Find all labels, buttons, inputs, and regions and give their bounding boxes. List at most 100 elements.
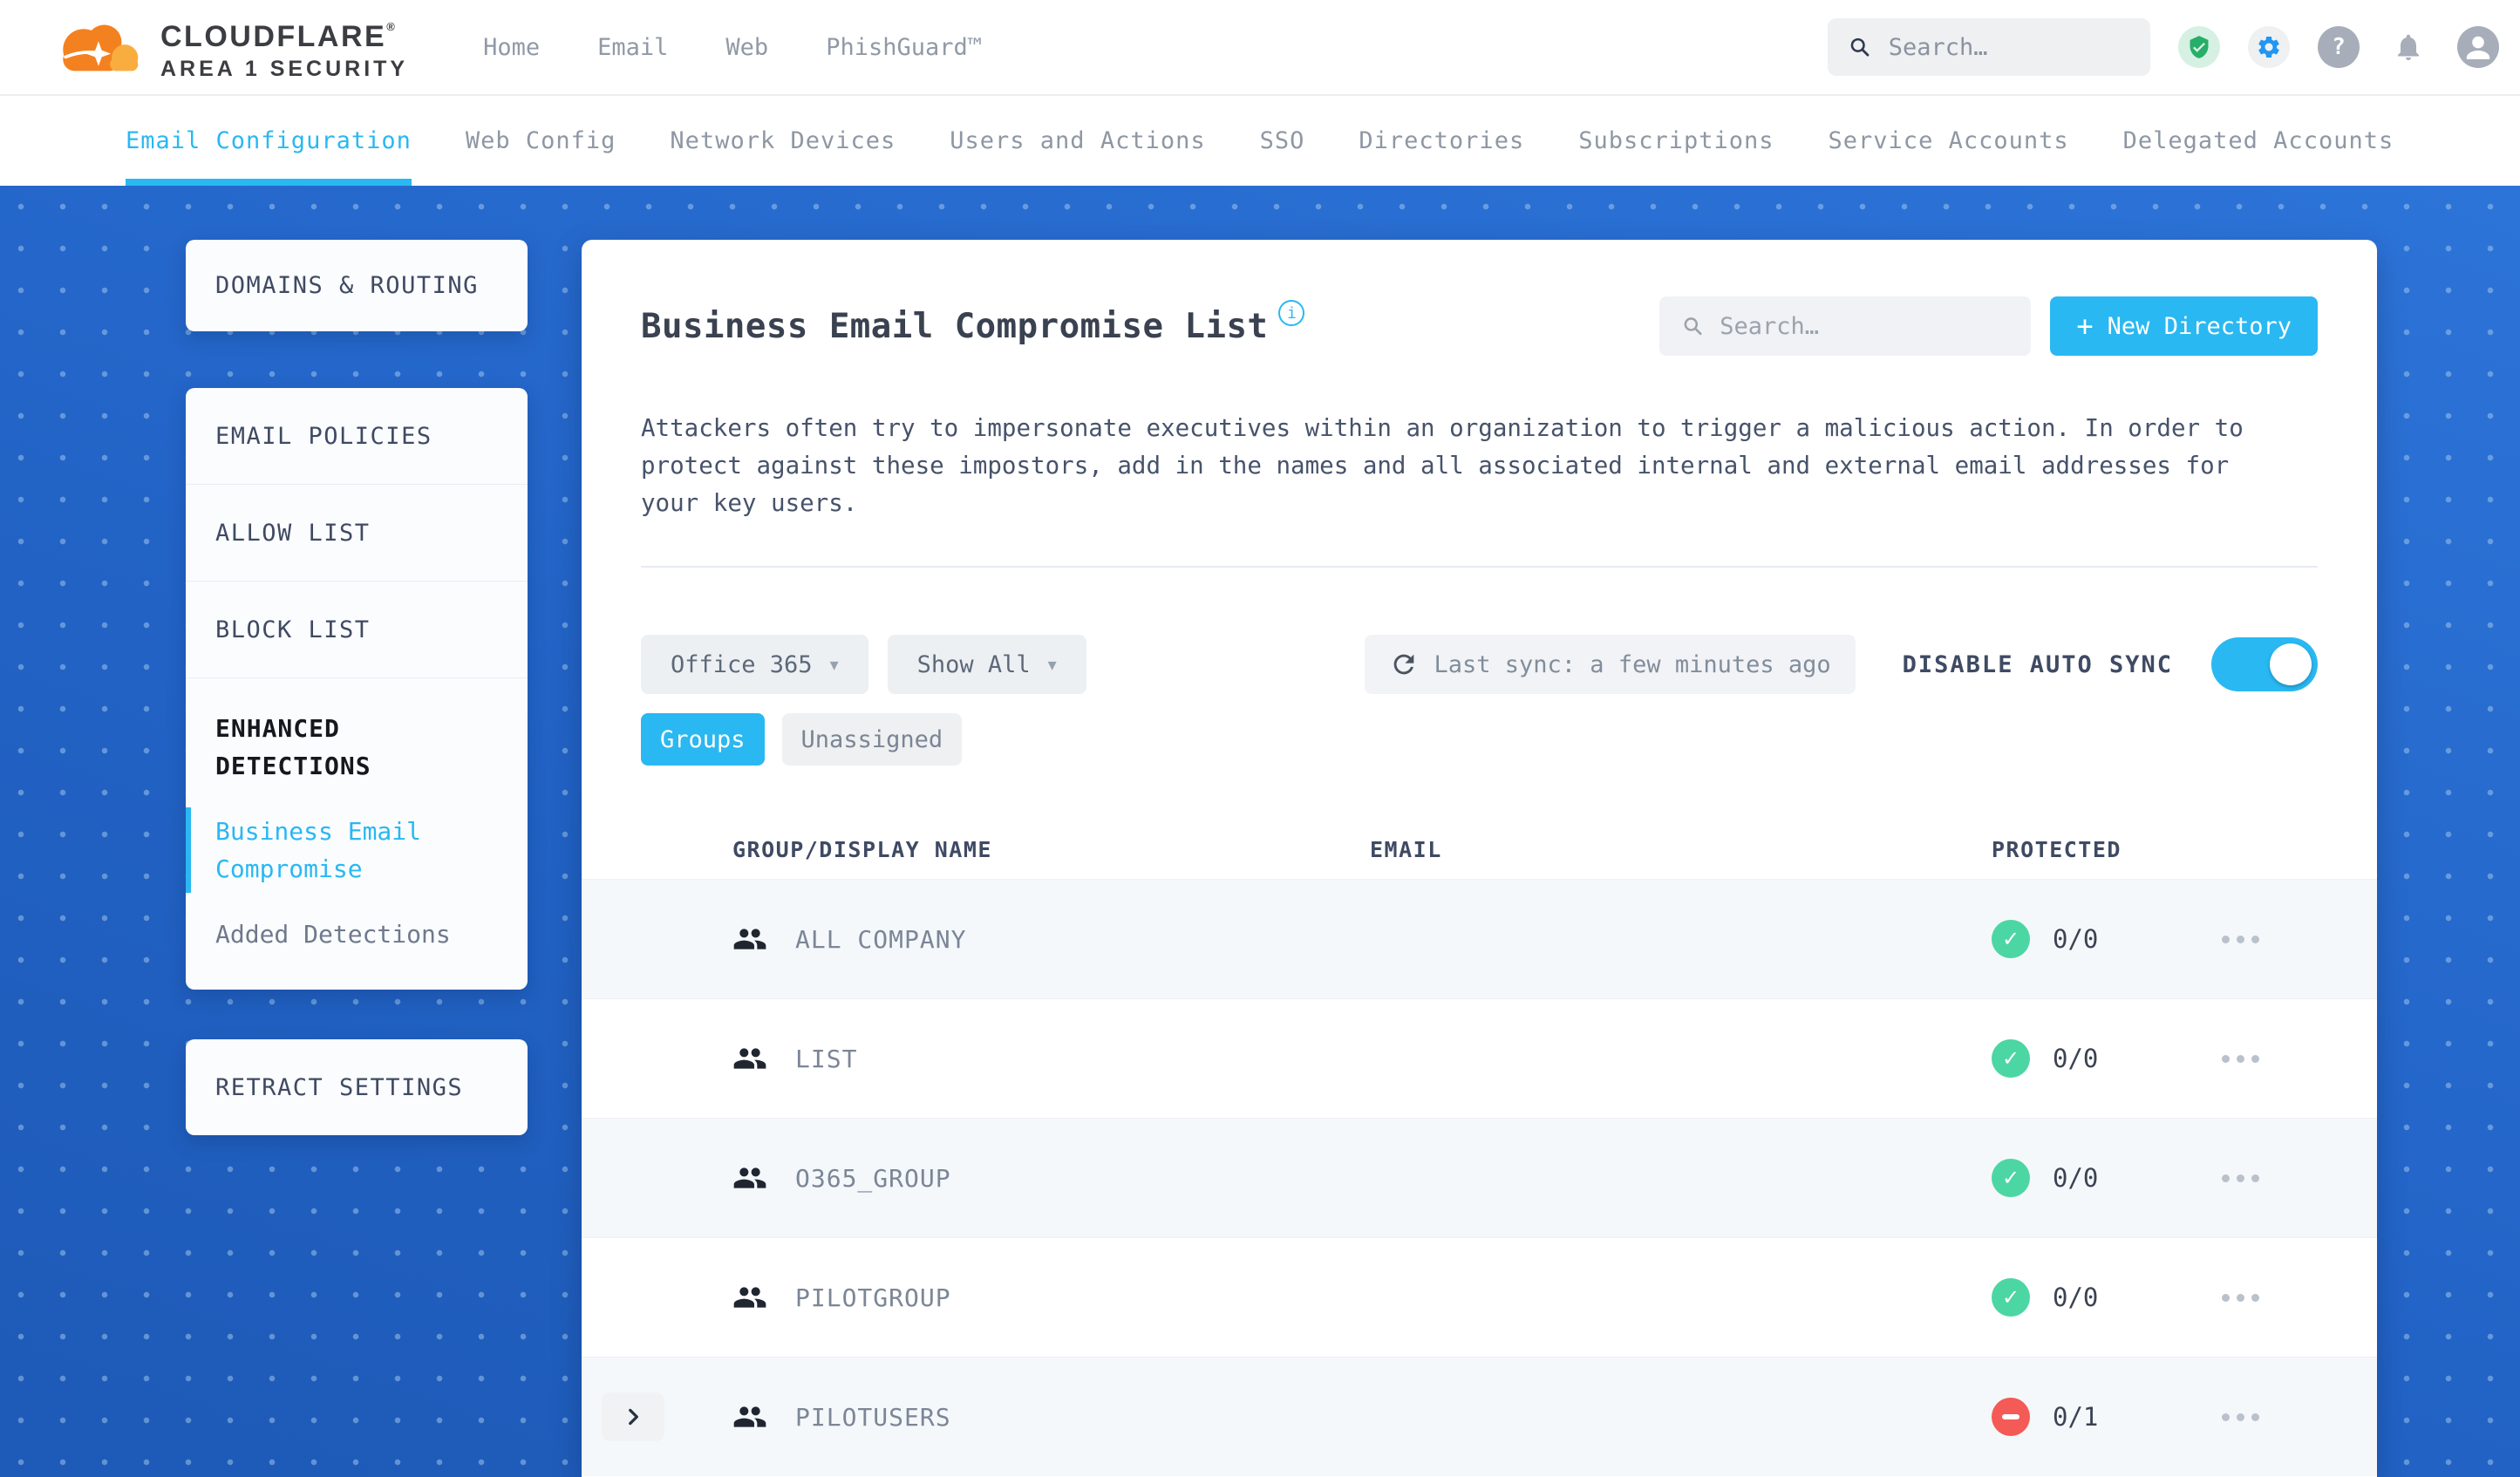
sidebar-item-domains-routing[interactable]: DOMAINS & ROUTING bbox=[186, 240, 528, 331]
page-title: Business Email Compromise List bbox=[641, 306, 1269, 346]
user-avatar-icon bbox=[2466, 36, 2490, 59]
new-directory-button[interactable]: + New Directory bbox=[2050, 296, 2318, 356]
gear-icon bbox=[2258, 36, 2279, 58]
table-row: LIST 0/0 bbox=[582, 998, 2377, 1118]
registered-mark: ® bbox=[386, 20, 398, 33]
protected-status-icon bbox=[1992, 1398, 2030, 1436]
last-sync-chip[interactable]: Last sync: a few minutes ago bbox=[1364, 635, 1856, 694]
tab-sso[interactable]: SSO bbox=[1259, 127, 1305, 154]
global-search[interactable] bbox=[1828, 18, 2150, 76]
sidebar-item-retract-settings[interactable]: RETRACT SETTINGS bbox=[186, 1039, 528, 1135]
tab-groups[interactable]: Groups bbox=[641, 713, 765, 766]
tab-unassigned[interactable]: Unassigned bbox=[781, 713, 963, 766]
main-panel: Business Email Compromise List i + New D… bbox=[582, 240, 2377, 1477]
group-icon bbox=[732, 1041, 795, 1076]
tab-directories[interactable]: Directories bbox=[1359, 127, 1525, 154]
tab-network-devices[interactable]: Network Devices bbox=[670, 127, 896, 154]
sidebar-item-block-list[interactable]: BLOCK LIST bbox=[186, 582, 528, 678]
show-filter-dropdown[interactable]: Show All ▾ bbox=[887, 635, 1086, 694]
topnav-phishguard[interactable]: PhishGuard™ bbox=[826, 33, 983, 61]
group-name: O365_GROUP bbox=[795, 1163, 951, 1193]
sidebar-item-added-detections[interactable]: Added Detections bbox=[215, 920, 451, 949]
protected-cell: 0/0 bbox=[1992, 920, 2222, 958]
chevron-right-icon bbox=[629, 1408, 638, 1426]
table-header-row: GROUP/DISPLAY NAME EMAIL PROTECTED bbox=[582, 820, 2377, 879]
help-button[interactable]: ? bbox=[2318, 26, 2360, 68]
security-status-button[interactable] bbox=[2178, 26, 2220, 68]
sidebar-item-enhanced-detections[interactable]: ENHANCED DETECTIONS bbox=[215, 714, 371, 780]
table-row: PILOTUSERS 0/1 bbox=[582, 1357, 2377, 1476]
disable-auto-sync-label: DISABLE AUTO SYNC bbox=[1902, 650, 2173, 678]
tab-delegated-accounts[interactable]: Delegated Accounts bbox=[2122, 127, 2394, 154]
search-icon bbox=[1850, 37, 1870, 57]
list-search-input[interactable] bbox=[1720, 312, 2009, 340]
protected-cell: 0/0 bbox=[1992, 1039, 2222, 1078]
cloudflare-logo: CLOUDFLARE® AREA 1 SECURITY bbox=[52, 12, 408, 82]
sidebar-item-business-email-compromise[interactable]: Business Email Compromise bbox=[186, 807, 528, 893]
divider bbox=[641, 566, 2318, 568]
tab-web-config[interactable]: Web Config bbox=[465, 127, 616, 154]
global-search-input[interactable] bbox=[1888, 33, 2129, 61]
secondary-nav: Email Configuration Web Config Network D… bbox=[0, 96, 2520, 186]
tab-subscriptions[interactable]: Subscriptions bbox=[1578, 127, 1774, 154]
protected-cell: 0/1 bbox=[1992, 1398, 2222, 1436]
topbar-right: ? bbox=[1828, 18, 2499, 76]
group-icon bbox=[732, 922, 795, 956]
row-menu-button[interactable] bbox=[2222, 1054, 2325, 1063]
page-description: Attackers often try to impersonate execu… bbox=[641, 414, 2244, 517]
settings-button[interactable] bbox=[2248, 26, 2290, 68]
sidebar-item-email-policies[interactable]: EMAIL POLICIES bbox=[186, 388, 528, 485]
logo-subtitle: AREA 1 SECURITY bbox=[160, 57, 409, 81]
row-menu-button[interactable] bbox=[2222, 1174, 2325, 1182]
group-name: PILOTGROUP bbox=[795, 1283, 951, 1312]
topnav-email[interactable]: Email bbox=[597, 33, 669, 61]
table-row: ALL COMPANY 0/0 bbox=[582, 879, 2377, 998]
group-name: PILOTUSERS bbox=[795, 1402, 951, 1432]
question-mark-icon: ? bbox=[2332, 34, 2346, 60]
protected-status-icon bbox=[1992, 920, 2030, 958]
protected-cell: 0/0 bbox=[1992, 1278, 2222, 1317]
account-button[interactable] bbox=[2457, 26, 2499, 68]
expand-row-button[interactable] bbox=[602, 1392, 664, 1441]
chevron-down-icon: ▾ bbox=[1047, 654, 1057, 675]
toggle-knob bbox=[2270, 643, 2312, 685]
page-background: DOMAINS & ROUTING EMAIL POLICIES ALLOW L… bbox=[0, 186, 2520, 1477]
info-icon[interactable]: i bbox=[1278, 300, 1305, 326]
header-protected: PROTECTED bbox=[1992, 836, 2122, 862]
groups-table: GROUP/DISPLAY NAME EMAIL PROTECTED ALL C… bbox=[582, 820, 2377, 1476]
protected-count: 0/1 bbox=[2053, 1402, 2099, 1432]
row-menu-button[interactable] bbox=[2222, 1293, 2325, 1302]
header-group-display-name: GROUP/DISPLAY NAME bbox=[732, 836, 992, 862]
topnav-home[interactable]: Home bbox=[483, 33, 541, 61]
protected-cell: 0/0 bbox=[1992, 1159, 2222, 1197]
group-icon bbox=[732, 1399, 795, 1434]
top-nav: Home Email Web PhishGuard™ bbox=[483, 34, 982, 61]
tab-service-accounts[interactable]: Service Accounts bbox=[1828, 127, 2069, 154]
source-dropdown-label: Office 365 bbox=[671, 650, 813, 678]
logo-title: CLOUDFLARE® bbox=[160, 20, 398, 53]
chevron-down-icon: ▾ bbox=[829, 654, 839, 675]
group-icon bbox=[732, 1280, 795, 1315]
auto-sync-toggle[interactable] bbox=[2211, 637, 2318, 691]
protected-count: 0/0 bbox=[2053, 1283, 2099, 1312]
list-search[interactable] bbox=[1659, 296, 2032, 356]
top-bar: CLOUDFLARE® AREA 1 SECURITY Home Email W… bbox=[0, 0, 2520, 96]
table-row: PILOTGROUP 0/0 bbox=[582, 1237, 2377, 1357]
row-menu-button[interactable] bbox=[2222, 935, 2325, 943]
panel-header: Business Email Compromise List i + New D… bbox=[641, 296, 2318, 356]
row-expand-cell bbox=[602, 1392, 732, 1441]
protected-status-icon bbox=[1992, 1278, 2030, 1317]
row-menu-button[interactable] bbox=[2222, 1412, 2325, 1421]
header-email: EMAIL bbox=[1370, 836, 1442, 862]
table-row: O365_GROUP 0/0 bbox=[582, 1118, 2377, 1237]
source-dropdown[interactable]: Office 365 ▾ bbox=[641, 635, 868, 694]
group-name: LIST bbox=[795, 1044, 858, 1073]
tab-users-and-actions[interactable]: Users and Actions bbox=[950, 127, 1206, 154]
notifications-button[interactable] bbox=[2387, 26, 2429, 68]
protected-count: 0/0 bbox=[2053, 1044, 2099, 1073]
tab-email-configuration[interactable]: Email Configuration bbox=[126, 96, 412, 186]
protected-status-icon bbox=[1992, 1039, 2030, 1078]
sidebar-item-allow-list[interactable]: ALLOW LIST bbox=[186, 485, 528, 582]
topnav-web[interactable]: Web bbox=[725, 33, 769, 61]
panel-header-actions: + New Directory bbox=[1659, 296, 2318, 356]
